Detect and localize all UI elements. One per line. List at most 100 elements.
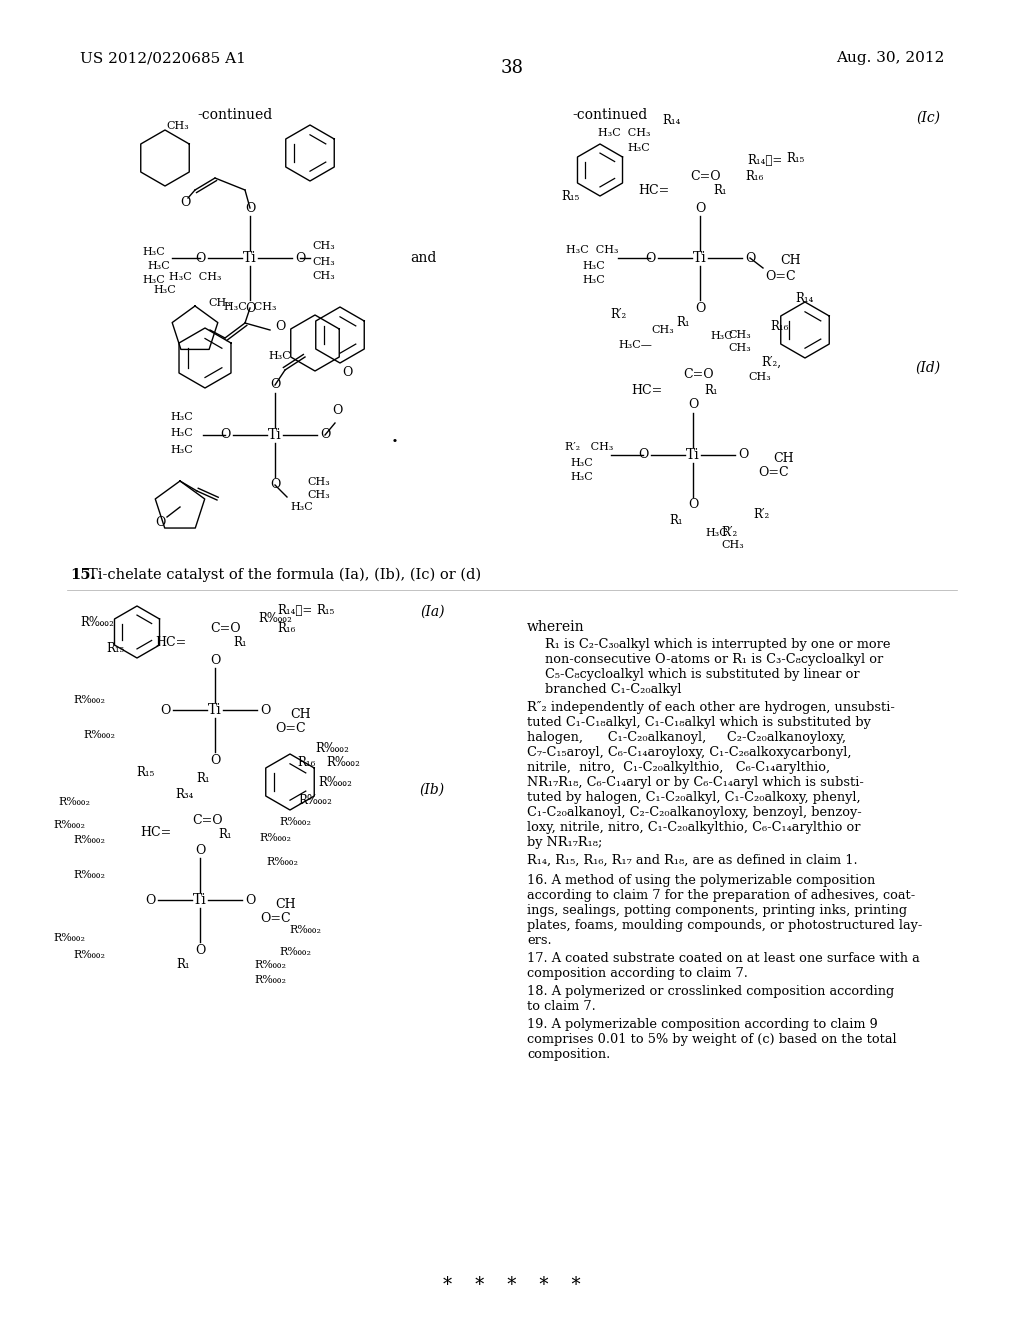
Text: H₃C: H₃C <box>170 445 193 455</box>
Text: R‱₂: R‱₂ <box>298 793 332 807</box>
Text: R′₂: R′₂ <box>721 525 737 539</box>
Text: R″₂ independently of each other are hydrogen, unsubsti-: R″₂ independently of each other are hydr… <box>527 701 895 714</box>
Text: branched C₁-C₂₀alkyl: branched C₁-C₂₀alkyl <box>545 682 682 696</box>
Text: R‱₂: R‱₂ <box>318 776 352 788</box>
Text: H₃C  CH₃: H₃C CH₃ <box>597 128 650 139</box>
Text: CH₃: CH₃ <box>167 121 189 131</box>
Text: R₁: R₁ <box>218 829 231 842</box>
Text: O: O <box>319 429 330 441</box>
Text: O: O <box>195 252 205 264</box>
Text: O=C: O=C <box>758 466 788 479</box>
Text: R₁₅: R₁₅ <box>105 642 124 655</box>
Text: Ti: Ti <box>693 251 707 265</box>
Text: 16. A method of using the polymerizable composition: 16. A method of using the polymerizable … <box>527 874 876 887</box>
Text: O: O <box>210 653 220 667</box>
Text: O: O <box>144 894 156 907</box>
Text: H₃C: H₃C <box>570 473 593 482</box>
Text: R‱₂: R‱₂ <box>266 857 298 867</box>
Text: CH₃: CH₃ <box>312 257 335 267</box>
Text: O: O <box>274 319 286 333</box>
Text: O: O <box>738 449 749 462</box>
Text: H₃C: H₃C <box>628 143 650 153</box>
Text: (Ib): (Ib) <box>420 783 445 797</box>
Text: R‱₂: R‱₂ <box>73 950 105 960</box>
Text: CH₃: CH₃ <box>748 372 771 381</box>
Text: wherein: wherein <box>527 620 585 634</box>
Text: O: O <box>688 399 698 412</box>
Text: R₁₅: R₁₅ <box>315 603 334 616</box>
Text: CH: CH <box>290 708 310 721</box>
Text: O: O <box>160 704 170 717</box>
Text: H₃C: H₃C <box>583 261 605 271</box>
Text: CH: CH <box>780 255 801 268</box>
Text: H₃C: H₃C <box>142 247 165 257</box>
Text: R₁₄, R₁₅, R₁₆, R₁₇ and R₁₈, are as defined in claim 1.: R₁₄, R₁₅, R₁₆, R₁₇ and R₁₈, are as defin… <box>527 854 858 867</box>
Text: O=C: O=C <box>260 912 291 924</box>
Text: R₁₅: R₁₅ <box>137 766 155 779</box>
Text: NR₁₇R₁₈, C₆-C₁₄aryl or by C₆-C₁₄aryl which is substi-: NR₁₇R₁₈, C₆-C₁₄aryl or by C₆-C₁₄aryl whi… <box>527 776 864 789</box>
Text: ings, sealings, potting components, printing inks, printing: ings, sealings, potting components, prin… <box>527 904 907 917</box>
Text: R‱₂: R‱₂ <box>259 833 291 843</box>
Text: H₃C: H₃C <box>705 528 728 539</box>
Text: H₃C: H₃C <box>170 428 193 438</box>
Text: O: O <box>332 404 342 417</box>
Text: R‱₂: R‱₂ <box>258 611 292 624</box>
Text: Ti: Ti <box>686 447 699 462</box>
Text: H₃C: H₃C <box>290 502 312 512</box>
Text: R₁₄≟=: R₁₄≟= <box>278 603 312 616</box>
Text: HC=: HC= <box>632 384 663 396</box>
Text: O: O <box>342 367 352 380</box>
Text: R₁: R₁ <box>176 958 190 972</box>
Text: C=O: C=O <box>690 169 721 182</box>
Text: R‱₂: R‱₂ <box>289 925 321 935</box>
Text: R‱₂: R‱₂ <box>53 820 85 830</box>
Text: H₃C: H₃C <box>268 351 292 360</box>
Text: H₃C: H₃C <box>570 458 593 469</box>
Text: O=C: O=C <box>765 269 796 282</box>
Text: H₃C: H₃C <box>154 285 176 294</box>
Text: and: and <box>410 251 436 265</box>
Text: O: O <box>269 479 281 491</box>
Text: Ti: Ti <box>268 428 282 442</box>
Text: comprises 0.01 to 5% by weight of (c) based on the total: comprises 0.01 to 5% by weight of (c) ba… <box>527 1034 897 1045</box>
Text: CH₃: CH₃ <box>728 330 751 341</box>
Text: H₃C—: H₃C— <box>618 341 652 350</box>
Text: H₃C  CH₃: H₃C CH₃ <box>169 272 221 282</box>
Text: plates, foams, moulding compounds, or photostructured lay-: plates, foams, moulding compounds, or ph… <box>527 919 923 932</box>
Text: O: O <box>155 516 165 529</box>
Text: C=O: C=O <box>193 813 222 826</box>
Text: .: . <box>391 424 399 446</box>
Text: HC=: HC= <box>639 183 670 197</box>
Text: *    *    *    *    *: * * * * * <box>443 1276 581 1294</box>
Text: to claim 7.: to claim 7. <box>527 1001 596 1012</box>
Text: R‱₂: R‱₂ <box>80 615 114 628</box>
Text: 17. A coated substrate coated on at least one surface with a: 17. A coated substrate coated on at leas… <box>527 952 920 965</box>
Text: -continued: -continued <box>572 108 647 121</box>
Text: tuted by halogen, C₁-C₂₀alkyl, C₁-C₂₀alkoxy, phenyl,: tuted by halogen, C₁-C₂₀alkyl, C₁-C₂₀alk… <box>527 791 860 804</box>
Text: HC=: HC= <box>140 825 172 838</box>
Text: R₁₅: R₁₅ <box>785 152 804 165</box>
Text: CH₃: CH₃ <box>312 242 335 251</box>
Text: R‱₂: R‱₂ <box>279 946 311 957</box>
Text: O: O <box>645 252 655 264</box>
Text: tuted C₁-C₁₈alkyl, C₁-C₁₈alkyl which is substituted by: tuted C₁-C₁₈alkyl, C₁-C₁₈alkyl which is … <box>527 715 870 729</box>
Text: H₃C: H₃C <box>142 275 165 285</box>
Text: O: O <box>260 704 270 717</box>
Text: O: O <box>744 252 755 264</box>
Text: R₁₄: R₁₄ <box>663 114 681 127</box>
Text: (Ia): (Ia) <box>421 605 445 619</box>
Text: R‱₂: R‱₂ <box>254 960 286 970</box>
Text: O: O <box>210 754 220 767</box>
Text: composition.: composition. <box>527 1048 610 1061</box>
Text: R‱₂: R‱₂ <box>315 742 349 755</box>
Text: R₁₆: R₁₆ <box>298 755 316 768</box>
Text: R₁: R₁ <box>713 183 727 197</box>
Text: CH₃: CH₃ <box>209 298 231 308</box>
Text: H₃C  CH₃: H₃C CH₃ <box>224 302 276 312</box>
Text: 38: 38 <box>501 59 523 77</box>
Text: H₃C: H₃C <box>170 412 193 422</box>
Text: R‱₂: R‱₂ <box>58 797 90 807</box>
Text: composition according to claim 7.: composition according to claim 7. <box>527 968 748 979</box>
Text: C=O: C=O <box>683 368 714 381</box>
Text: ers.: ers. <box>527 935 552 946</box>
